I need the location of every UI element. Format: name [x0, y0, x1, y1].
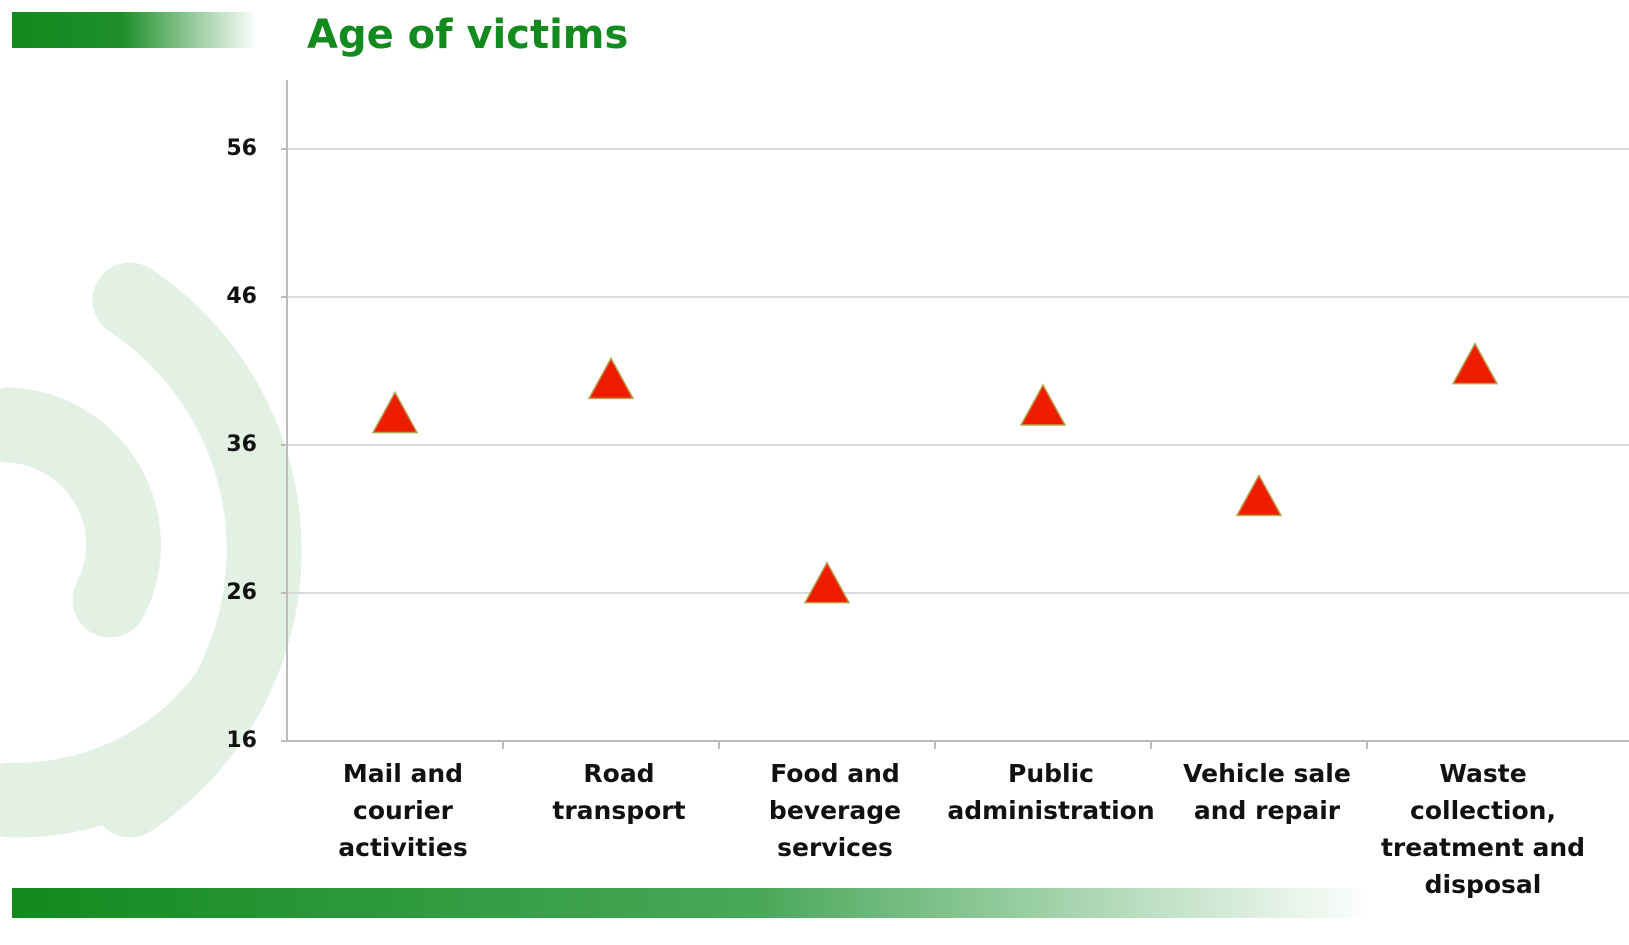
logo-watermark — [0, 262, 302, 838]
triangle-marker — [803, 561, 851, 604]
x-tick-label: Food and beverage services — [768, 759, 902, 862]
y-tick-label: 56 — [226, 136, 257, 161]
y-tick-label: 36 — [226, 432, 257, 457]
triangle-marker — [1451, 342, 1499, 385]
x-tick-label: Waste collection, treatment and disposal — [1380, 759, 1586, 899]
y-tick-label: 16 — [226, 728, 257, 753]
chart-title: Age of victims — [307, 12, 629, 58]
y-tick-label: 46 — [226, 284, 257, 309]
triangle-marker — [587, 356, 635, 400]
triangle-marker — [371, 390, 419, 434]
x-tick-label: Mail and courier activities — [338, 759, 468, 862]
triangle-marker — [1235, 473, 1283, 517]
triangle-marker — [1019, 383, 1067, 426]
x-tick-label: Road transport — [552, 759, 686, 825]
footer-bar — [12, 888, 1372, 918]
x-tick-label: Vehicle sale and repair — [1183, 759, 1351, 825]
x-tick-label: Public administration — [947, 759, 1155, 825]
header-bar — [12, 12, 257, 48]
y-tick-label: 26 — [226, 580, 257, 605]
